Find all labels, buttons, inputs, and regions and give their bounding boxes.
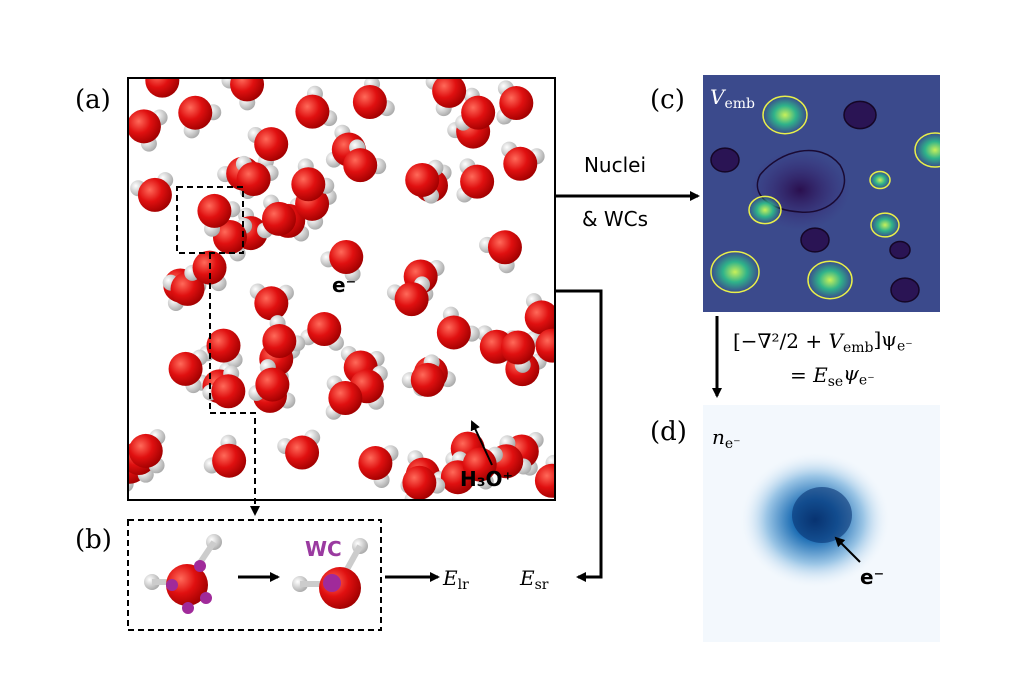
math-part: V — [710, 85, 727, 109]
math-part: ψ — [843, 361, 859, 385]
water-box — [128, 78, 555, 500]
water-molecule — [292, 538, 368, 609]
panel-label: (c) — [650, 85, 685, 115]
math-part: e⁻ — [897, 338, 913, 354]
math-part: e⁻ — [859, 372, 875, 388]
math-part: e⁻ — [725, 436, 741, 452]
detail-box — [127, 519, 382, 631]
hydronium-label: H₃O⁺ — [460, 467, 513, 491]
math-part: emb — [724, 96, 755, 112]
math-part: n — [712, 425, 725, 449]
panel-label: (b) — [75, 525, 112, 555]
equation: [−∇²/2 + Vemb]ψe⁻ — [733, 327, 913, 356]
math-part: emb — [843, 340, 874, 356]
density-core — [792, 487, 852, 543]
math-part: lr — [458, 577, 469, 593]
flow-label: & WCs — [582, 207, 648, 231]
panel-label: (d) — [650, 417, 687, 447]
simulation-box — [127, 77, 556, 501]
arrow — [470, 420, 493, 466]
math-part: ]ψ — [873, 327, 897, 351]
short-range-energy: Esr — [519, 566, 549, 593]
density-label: ne⁻ — [712, 425, 741, 452]
dashed-connector — [209, 253, 260, 516]
math-part: V — [828, 329, 845, 353]
electron-label: e⁻ — [332, 273, 356, 297]
math-part: E — [519, 566, 535, 590]
math-part: se — [828, 374, 843, 390]
long-range-energy: Elr — [442, 566, 469, 593]
math-part: E — [812, 363, 828, 387]
embedding-potential-map — [703, 75, 940, 312]
equation: = Eseψe⁻ — [790, 361, 875, 390]
arrow — [555, 289, 603, 582]
math-part: = — [790, 363, 813, 387]
electron-label: e⁻ — [860, 565, 884, 589]
water-molecule — [144, 534, 222, 614]
wc-label: WC — [305, 537, 342, 561]
math-part: E — [442, 566, 458, 590]
panel-label: (a) — [75, 85, 111, 115]
arrow — [834, 536, 861, 563]
math-part: [−∇²/2 + — [733, 329, 828, 353]
potential-label: Vemb — [710, 85, 755, 112]
flow-label: Nuclei — [584, 153, 646, 177]
math-part: sr — [535, 577, 549, 593]
